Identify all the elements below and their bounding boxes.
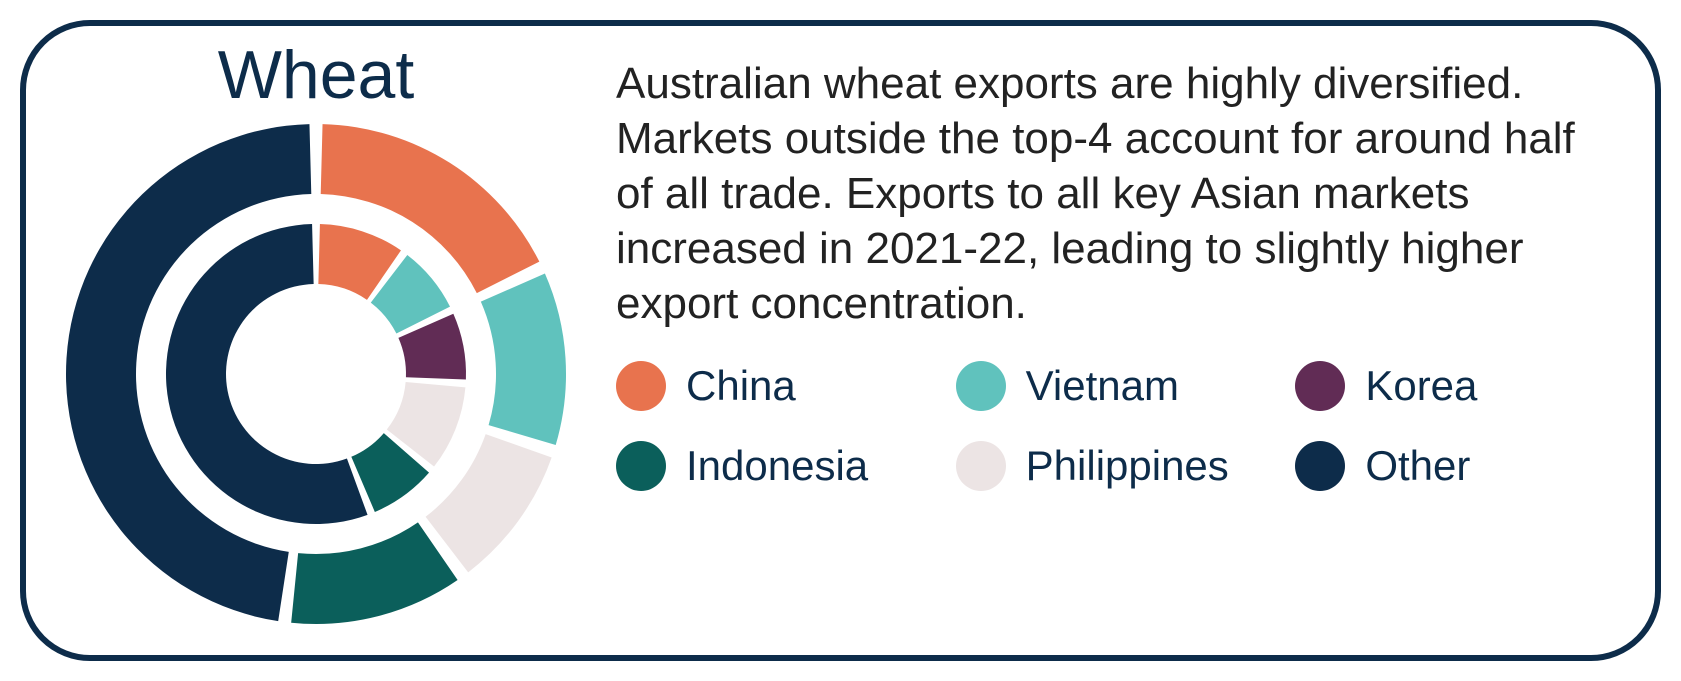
- donut-segment-outer-vietnam: [481, 274, 566, 445]
- legend-swatch: [616, 441, 666, 491]
- legend-swatch: [616, 361, 666, 411]
- chart-title: Wheat: [218, 36, 415, 114]
- legend-swatch: [1295, 441, 1345, 491]
- legend-item-indonesia: Indonesia: [616, 441, 936, 491]
- legend-label: Philippines: [1026, 442, 1229, 490]
- text-panel: Australian wheat exports are highly dive…: [586, 46, 1615, 635]
- legend-item-other: Other: [1295, 441, 1615, 491]
- legend-label: Vietnam: [1026, 362, 1179, 410]
- nested-donut-chart: [56, 114, 576, 634]
- legend-label: Indonesia: [686, 442, 868, 490]
- legend: China Vietnam Korea Indonesia Philippines Oth…: [616, 361, 1615, 491]
- legend-label: China: [686, 362, 796, 410]
- chart-panel: Wheat: [46, 46, 586, 635]
- legend-swatch: [956, 441, 1006, 491]
- legend-label: Korea: [1365, 362, 1477, 410]
- donut-segment-outer-indonesia: [291, 522, 457, 624]
- info-card: Wheat Australian wheat exports are highl…: [20, 20, 1661, 661]
- donut-segment-outer-philippines: [426, 434, 552, 572]
- legend-item-china: China: [616, 361, 936, 411]
- description-text: Australian wheat exports are highly dive…: [616, 56, 1615, 331]
- legend-swatch: [956, 361, 1006, 411]
- legend-item-korea: Korea: [1295, 361, 1615, 411]
- legend-item-philippines: Philippines: [956, 441, 1276, 491]
- legend-swatch: [1295, 361, 1345, 411]
- legend-item-vietnam: Vietnam: [956, 361, 1276, 411]
- legend-label: Other: [1365, 442, 1470, 490]
